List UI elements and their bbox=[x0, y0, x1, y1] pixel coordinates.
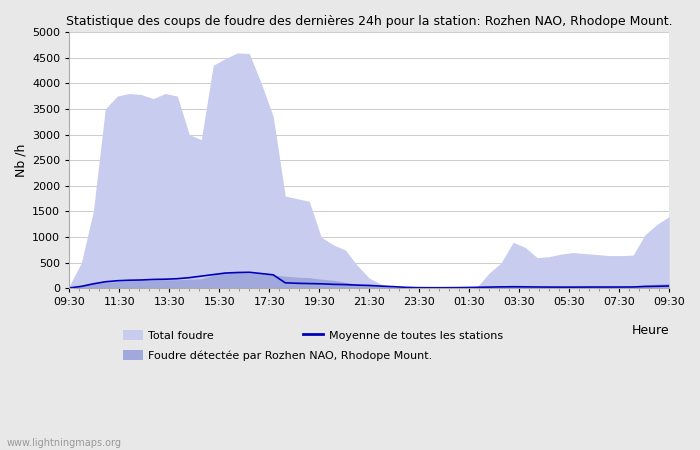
Legend: Foudre détectée par Rozhen NAO, Rhodope Mount.: Foudre détectée par Rozhen NAO, Rhodope … bbox=[123, 351, 433, 361]
Title: Statistique des coups de foudre des dernières 24h pour la station: Rozhen NAO, R: Statistique des coups de foudre des dern… bbox=[66, 15, 673, 28]
Text: www.lightningmaps.org: www.lightningmaps.org bbox=[7, 438, 122, 448]
Y-axis label: Nb /h: Nb /h bbox=[15, 144, 28, 177]
Text: Heure: Heure bbox=[631, 324, 669, 338]
